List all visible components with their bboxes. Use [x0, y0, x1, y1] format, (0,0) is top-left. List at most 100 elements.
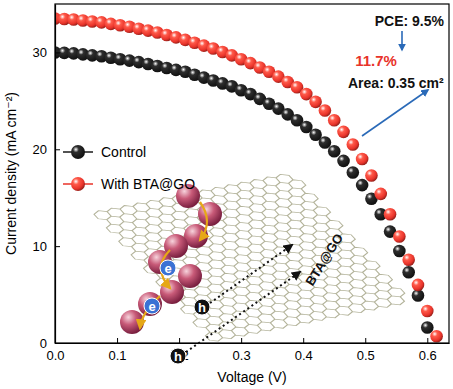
chart-container: 0.0 0.1 0.2 0.3 0.4 0.5 0.6 0 10 20 30 Voltage (V) C…	[0, 0, 453, 389]
carrier-dot	[160, 260, 176, 276]
data-point	[337, 155, 350, 168]
data-point	[412, 279, 425, 292]
x-tick-mark	[303, 338, 304, 343]
data-point	[319, 104, 332, 117]
data-point	[356, 179, 369, 192]
x-tick-mark	[179, 338, 180, 343]
x-tick: 0.6	[419, 338, 437, 363]
pce-control: PCE: 9.5%	[375, 13, 445, 29]
data-point	[337, 126, 350, 139]
x-tick-label: 0.4	[295, 348, 313, 363]
x-tick-label: 0.2	[171, 348, 189, 363]
data-point	[309, 96, 322, 109]
data-point	[402, 253, 415, 266]
graphene-sheet	[92, 172, 413, 343]
legend-label: With BTA@GO	[101, 176, 195, 192]
x-tick: 0.4	[295, 338, 313, 363]
x-axis: 0.0 0.1 0.2 0.3 0.4 0.5 0.6	[46, 338, 449, 363]
y-tick: 30	[33, 45, 60, 60]
y-tick-mark	[55, 246, 60, 247]
x-tick: 0.5	[357, 338, 375, 363]
carrier: e	[160, 260, 176, 276]
data-point	[328, 114, 341, 127]
x-tick-label: 0.1	[109, 348, 127, 363]
x-tick-mark	[117, 338, 118, 343]
data-point	[421, 305, 434, 318]
data-point	[421, 321, 434, 334]
data-point	[374, 188, 387, 201]
carrier: h	[170, 348, 186, 364]
y-axis-line	[55, 5, 56, 344]
x-tick-label: 0.6	[419, 348, 437, 363]
y-axis: 0 10 20 30	[33, 5, 60, 351]
legend-label: Control	[101, 144, 146, 160]
data-point	[384, 208, 397, 221]
data-point	[347, 166, 360, 179]
plot-frame	[55, 4, 449, 343]
improvement-arrow	[362, 90, 428, 136]
chart-svg: 0.0 0.1 0.2 0.3 0.4 0.5 0.6 0 10 20 30 Voltage (V) C…	[0, 0, 453, 389]
legend-item: With BTA@GO	[63, 176, 195, 192]
data-point	[393, 230, 406, 243]
carrier: e	[144, 298, 160, 314]
carrier-label: h	[174, 349, 182, 364]
graphene-lattice	[92, 172, 413, 343]
carrier: h	[194, 299, 210, 315]
transfer-arrow	[200, 202, 207, 240]
area-label: Area: 0.35 cm²	[348, 75, 444, 91]
bta-sphere	[138, 292, 162, 316]
pce-arrow	[401, 31, 403, 50]
x-axis-title: Voltage (V)	[217, 369, 286, 385]
bta-sphere	[160, 280, 184, 304]
legend-marker	[71, 145, 85, 159]
annotations: PCE: 9.5% 11.7% Area: 0.35 cm² BTA@GO e e h h	[144, 13, 445, 364]
x-tick-label: 0.0	[46, 348, 64, 363]
x-tick-mark	[365, 338, 366, 343]
x-tick: 0.1	[109, 338, 127, 363]
y-tick: 20	[33, 142, 60, 157]
y-tick-label: 0	[40, 336, 47, 351]
carrier-dot	[194, 299, 210, 315]
data-point	[402, 266, 415, 279]
data-point	[393, 245, 406, 258]
bta-go-label: BTA@GO	[302, 231, 346, 289]
data-point	[356, 153, 369, 166]
x-tick-mark	[241, 338, 242, 343]
hole-arrow	[186, 272, 300, 352]
data-point	[430, 330, 443, 343]
pce-bta: 11.7%	[355, 52, 397, 69]
y-tick-mark	[55, 52, 60, 53]
legend-item: Control	[63, 144, 146, 160]
legend: Control With BTA@GO	[63, 144, 195, 192]
carrier-dot	[170, 348, 186, 364]
x-tick-label: 0.3	[233, 348, 251, 363]
y-tick-label: 30	[33, 45, 47, 60]
y-tick-label: 20	[33, 142, 47, 157]
carrier-label: e	[164, 261, 171, 276]
y-tick-label: 10	[33, 239, 47, 254]
x-tick-label: 0.5	[357, 348, 375, 363]
hole-arrow	[210, 245, 292, 303]
inset-illustration	[92, 172, 413, 352]
legend-marker	[71, 177, 85, 191]
x-tick: 0.2	[171, 338, 189, 363]
carrier-label: h	[198, 300, 206, 315]
y-axis-title: Current density (mA cm⁻²)	[3, 92, 19, 255]
y-tick: 0	[40, 336, 60, 351]
data-point	[365, 169, 378, 182]
marks	[55, 12, 443, 342]
bta-sphere	[178, 264, 202, 288]
y-tick: 10	[33, 239, 60, 254]
plot-area: 0.0 0.1 0.2 0.3 0.4 0.5 0.6 0 10 20 30	[33, 4, 450, 363]
carrier-dot	[144, 298, 160, 314]
x-axis-line	[56, 343, 450, 344]
x-tick-mark	[427, 338, 428, 343]
y-tick-mark	[55, 149, 60, 150]
data-point	[328, 145, 341, 158]
series-1	[55, 12, 443, 342]
data-point	[347, 138, 360, 151]
x-tick: 0.3	[233, 338, 251, 363]
transfer-arrow	[140, 296, 160, 328]
carrier-label: e	[148, 299, 155, 314]
y-tick-mark	[55, 343, 60, 344]
